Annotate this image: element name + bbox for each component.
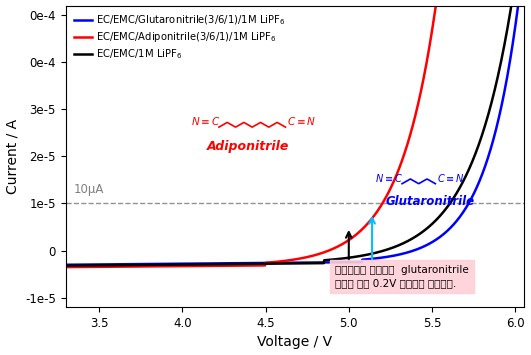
EC/EMC/Adiponitrile(3/6/1)/1M LiPF$_6$ bbox=[247, 263, 254, 268]
EC/EMC/1M LiPF$_6$ bbox=[63, 263, 69, 268]
EC/EMC/1M LiPF$_6$ bbox=[109, 263, 116, 267]
Line: EC/EMC/1M LiPF$_6$: EC/EMC/1M LiPF$_6$ bbox=[66, 6, 524, 266]
Text: Glutaronitrile: Glutaronitrile bbox=[386, 195, 475, 208]
EC/EMC/Glutaronitrile(3/6/1)/1M LiPF$_6$ bbox=[520, 4, 527, 8]
Text: $C{\equiv}N$: $C{\equiv}N$ bbox=[287, 115, 316, 127]
EC/EMC/1M LiPF$_6$ bbox=[520, 4, 527, 8]
Text: 전기화학적 안정창이  glutaronitrile
용매에 의해 0.2V 향상되는 효과있음.: 전기화학적 안정창이 glutaronitrile 용매에 의해 0.2V 향상… bbox=[336, 265, 469, 288]
EC/EMC/1M LiPF$_6$ bbox=[247, 262, 254, 266]
EC/EMC/Glutaronitrile(3/6/1)/1M LiPF$_6$ bbox=[264, 261, 271, 265]
EC/EMC/1M LiPF$_6$ bbox=[377, 250, 383, 254]
EC/EMC/1M LiPF$_6$ bbox=[419, 230, 426, 234]
X-axis label: Voltage / V: Voltage / V bbox=[257, 335, 332, 349]
EC/EMC/Adiponitrile(3/6/1)/1M LiPF$_6$ bbox=[419, 80, 426, 84]
EC/EMC/1M LiPF$_6$ bbox=[264, 262, 271, 266]
EC/EMC/Adiponitrile(3/6/1)/1M LiPF$_6$ bbox=[63, 265, 69, 269]
Line: EC/EMC/Adiponitrile(3/6/1)/1M LiPF$_6$: EC/EMC/Adiponitrile(3/6/1)/1M LiPF$_6$ bbox=[66, 6, 524, 267]
EC/EMC/Glutaronitrile(3/6/1)/1M LiPF$_6$ bbox=[515, 4, 521, 8]
Text: $C{\equiv}N$: $C{\equiv}N$ bbox=[437, 172, 465, 184]
EC/EMC/Adiponitrile(3/6/1)/1M LiPF$_6$ bbox=[377, 205, 383, 209]
Text: $N{\equiv}C$: $N{\equiv}C$ bbox=[191, 115, 220, 127]
EC/EMC/Adiponitrile(3/6/1)/1M LiPF$_6$ bbox=[428, 35, 434, 39]
EC/EMC/Glutaronitrile(3/6/1)/1M LiPF$_6$ bbox=[63, 263, 69, 267]
Text: Adiponitrile: Adiponitrile bbox=[207, 140, 289, 153]
EC/EMC/Glutaronitrile(3/6/1)/1M LiPF$_6$ bbox=[419, 245, 426, 249]
EC/EMC/Glutaronitrile(3/6/1)/1M LiPF$_6$ bbox=[428, 241, 434, 245]
EC/EMC/Adiponitrile(3/6/1)/1M LiPF$_6$ bbox=[109, 264, 116, 269]
Text: 10μA: 10μA bbox=[74, 184, 105, 196]
Line: EC/EMC/Glutaronitrile(3/6/1)/1M LiPF$_6$: EC/EMC/Glutaronitrile(3/6/1)/1M LiPF$_6$ bbox=[66, 6, 524, 265]
Y-axis label: Current / A: Current / A bbox=[5, 119, 20, 194]
EC/EMC/Adiponitrile(3/6/1)/1M LiPF$_6$ bbox=[264, 261, 271, 265]
EC/EMC/1M LiPF$_6$ bbox=[509, 4, 515, 8]
EC/EMC/1M LiPF$_6$ bbox=[428, 223, 434, 227]
Legend: EC/EMC/Glutaronitrile(3/6/1)/1M LiPF$_6$, EC/EMC/Adiponitrile(3/6/1)/1M LiPF$_6$: EC/EMC/Glutaronitrile(3/6/1)/1M LiPF$_6$… bbox=[71, 11, 288, 64]
EC/EMC/Glutaronitrile(3/6/1)/1M LiPF$_6$ bbox=[247, 261, 254, 265]
EC/EMC/Glutaronitrile(3/6/1)/1M LiPF$_6$ bbox=[109, 262, 116, 267]
EC/EMC/Adiponitrile(3/6/1)/1M LiPF$_6$ bbox=[433, 4, 439, 8]
EC/EMC/Glutaronitrile(3/6/1)/1M LiPF$_6$ bbox=[377, 256, 383, 260]
EC/EMC/Adiponitrile(3/6/1)/1M LiPF$_6$ bbox=[520, 4, 527, 8]
Text: $N{\equiv}C$: $N{\equiv}C$ bbox=[375, 172, 404, 184]
